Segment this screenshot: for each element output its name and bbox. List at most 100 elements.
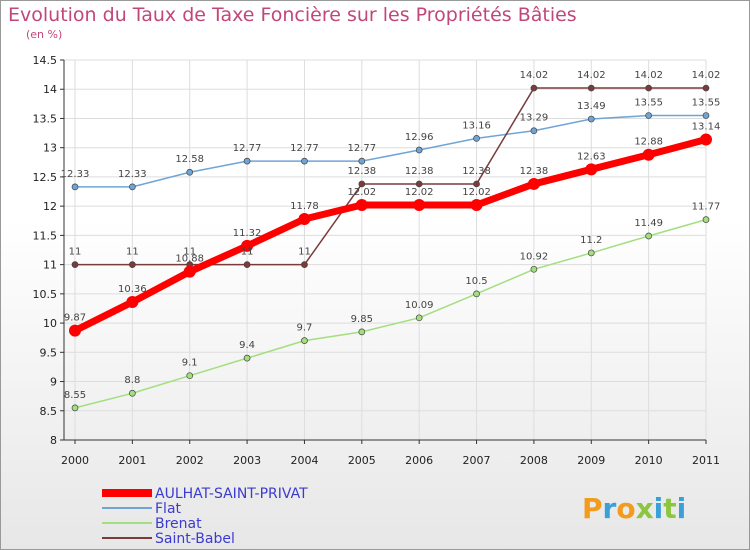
series-flat: [71, 112, 710, 191]
data-point: [241, 239, 254, 252]
data-label: 10.09: [405, 300, 434, 311]
data-label: 10.36: [118, 284, 147, 295]
y-tick-label: 8: [50, 434, 57, 447]
data-label: 9.85: [351, 314, 373, 325]
y-tick-label: 10: [43, 317, 57, 330]
data-label: 12.38: [347, 166, 376, 177]
data-point: [129, 261, 136, 268]
data-label: 12.77: [233, 143, 262, 154]
data-label: 11.32: [233, 228, 262, 239]
data-point: [129, 183, 136, 191]
data-label: 12.38: [462, 166, 491, 177]
data-point: [645, 232, 652, 240]
x-tick-label: 2011: [692, 454, 720, 467]
series-layer: 12.33 12.33 12.58 12.77 12.77 12.77 12.96 13.16…: [61, 70, 721, 412]
y-tick-label: 14.5: [33, 54, 58, 67]
data-label: 14.02: [692, 70, 721, 81]
chart-subtitle: (en %): [26, 28, 63, 41]
data-point: [415, 180, 423, 188]
data-point: [298, 213, 311, 226]
grid: [64, 59, 707, 441]
logo-text: Proxiti: [582, 492, 686, 525]
x-tick-label: 2009: [577, 454, 605, 467]
data-label: 8.55: [64, 390, 86, 401]
legend-label: Brenat: [155, 516, 202, 532]
data-point: [700, 133, 712, 146]
data-label: 14.02: [634, 70, 663, 81]
x-tick-label: 2000: [61, 454, 89, 467]
data-label: 12.77: [290, 143, 319, 154]
data-label: 11.2: [580, 235, 602, 246]
data-point: [301, 261, 308, 268]
data-point: [585, 163, 598, 176]
y-tick-label: 10.5: [33, 288, 58, 301]
series-line: [75, 114, 706, 188]
x-tick-label: 2004: [290, 454, 318, 467]
data-point: [473, 180, 480, 188]
data-label: 12.02: [462, 187, 491, 198]
data-label: 9.4: [239, 340, 255, 351]
data-label: 9.7: [297, 323, 313, 334]
legend-label: Flat: [155, 501, 182, 517]
data-label: 11: [241, 247, 254, 258]
data-label: 13.16: [462, 120, 491, 131]
x-tick-label: 2007: [463, 454, 491, 467]
data-label: 10.88: [175, 254, 204, 265]
data-label: 9.1: [182, 358, 198, 369]
data-point: [527, 177, 540, 190]
data-point: [645, 112, 652, 119]
data-label: 13.55: [634, 98, 663, 109]
series-line: [73, 136, 707, 334]
data-point: [413, 198, 426, 211]
data-point: [642, 148, 655, 161]
legend-label: AULHAT-SAINT-PRIVAT: [155, 486, 308, 502]
data-point: [473, 290, 480, 298]
data-label: 12.38: [520, 166, 549, 177]
data-label: 13.29: [520, 113, 549, 124]
data-label: 11: [298, 247, 311, 258]
proxiti-logo: Proxiti: [582, 492, 686, 525]
data-point: [186, 372, 194, 380]
labels-saint-babel: 11 11 11 11 11 12.38 12.38 12.38 14.02 14.02 14.02…: [69, 70, 721, 258]
y-tick-label: 12.5: [33, 171, 58, 184]
series-line: [75, 87, 706, 266]
data-label: 12.33: [61, 169, 90, 180]
data-point: [645, 84, 652, 92]
data-point: [587, 115, 595, 123]
data-label: 12.33: [118, 169, 147, 180]
data-label: 8.8: [124, 375, 140, 386]
y-tick-label: 14: [43, 83, 57, 96]
data-point: [702, 216, 710, 223]
y-tick-label: 11: [43, 259, 57, 272]
labels-flat: 12.33 12.33 12.58 12.77 12.77 12.77 12.96 13.16…: [61, 98, 721, 180]
data-point: [243, 261, 251, 268]
data-label: 10.5: [465, 276, 487, 287]
data-point: [702, 84, 710, 92]
data-point: [358, 157, 366, 165]
data-point: [530, 84, 538, 92]
data-point: [243, 157, 251, 165]
series-saint-babel: [71, 84, 710, 268]
labels-aulhat-saint-privat: 9.87 10.36 10.88 11.32 11.78 12.02 12.02 12.02 1…: [64, 122, 720, 324]
legend-label: Saint-Babel: [155, 531, 235, 547]
data-label: 12.58: [175, 154, 204, 165]
series-brenat: [71, 216, 710, 412]
data-point: [358, 180, 366, 188]
data-point: [126, 296, 139, 309]
data-label: 11.77: [692, 202, 721, 213]
y-tick-label: 9: [50, 376, 57, 389]
data-label: 11: [69, 247, 82, 258]
data-label: 12.77: [347, 143, 376, 154]
data-label: 12.63: [577, 151, 606, 162]
y-tick-label: 9.5: [40, 346, 58, 359]
data-point: [355, 198, 368, 211]
data-point: [415, 314, 423, 322]
data-point: [358, 328, 366, 336]
y-tick-label: 8.5: [40, 405, 58, 418]
data-label: 13.55: [692, 98, 721, 109]
data-point: [301, 337, 308, 344]
x-tick-label: 2001: [118, 454, 146, 467]
data-label: 14.02: [577, 70, 606, 81]
